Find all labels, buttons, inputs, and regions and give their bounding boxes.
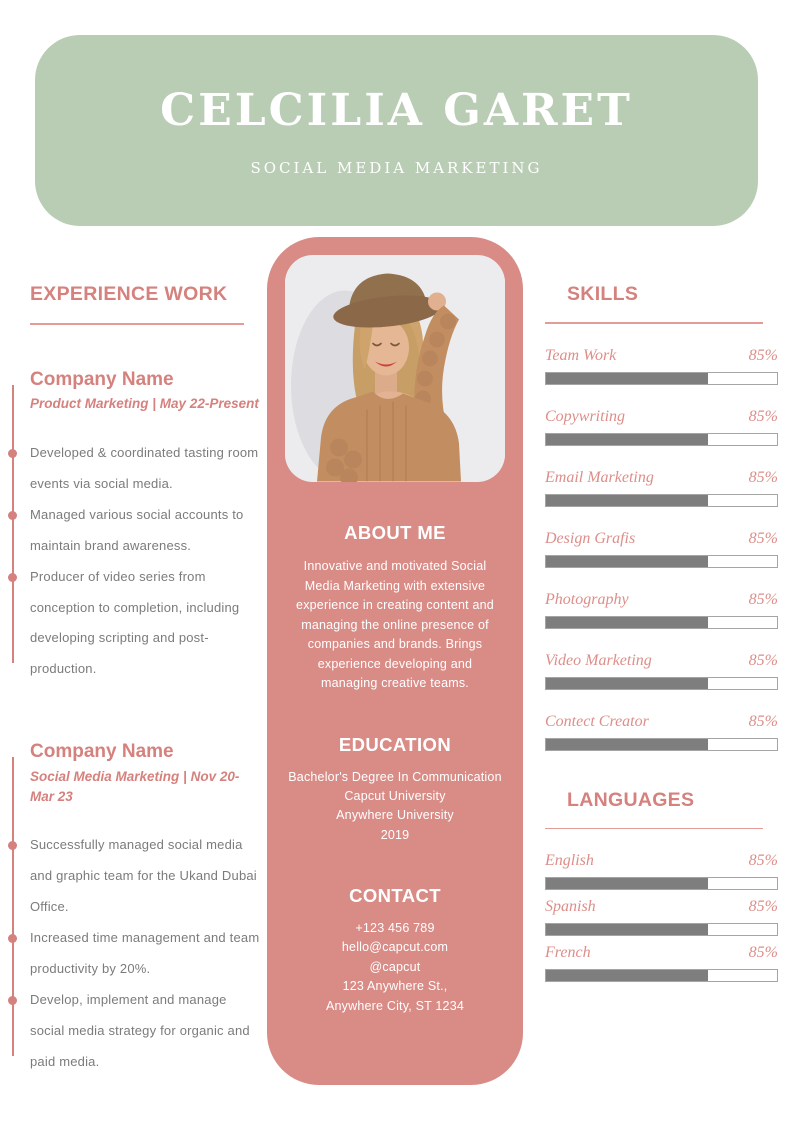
company-name: Company Name	[30, 368, 174, 390]
company-name: Company Name	[30, 741, 174, 763]
skill-percent: 85%	[748, 712, 778, 730]
experience-heading: EXPERIENCE WORK	[30, 283, 228, 305]
person-role: SOCIAL MEDIA MARKETING	[250, 158, 543, 177]
skill-percent: 85%	[748, 590, 778, 608]
skill-item: Video Marketing 85%	[545, 652, 778, 690]
language-percent: 85%	[748, 898, 778, 915]
about-heading: ABOUT ME	[344, 522, 446, 543]
skill-item: Design Grafis 85%	[545, 530, 778, 568]
language-progress-bar	[545, 969, 778, 982]
job-bullet-list: Successfully managed social media and gr…	[8, 830, 262, 1078]
job-meta: Social Media Marketing | Nov 20-Mar 23	[30, 769, 240, 804]
language-progress-fill	[546, 970, 708, 981]
skill-progress-fill	[546, 433, 708, 445]
skill-progress-bar	[545, 676, 778, 690]
skill-progress-fill	[546, 372, 708, 384]
skill-progress-fill	[546, 616, 708, 628]
skill-percent: 85%	[748, 529, 778, 547]
language-item: English 85%	[545, 852, 778, 890]
language-item: Spanish 85%	[545, 898, 778, 936]
job-bullet: Successfully managed social media and gr…	[8, 830, 262, 923]
job-bullet: Developed & coordinated tasting room eve…	[8, 438, 262, 500]
contact-phone: +123 456 789	[355, 921, 435, 935]
education-line: 2019	[380, 827, 410, 842]
job-entry: Company Name Product Marketing | May 22-…	[8, 368, 262, 686]
education-heading: EDUCATION	[338, 733, 452, 755]
skill-percent: 85%	[748, 651, 778, 669]
language-label: Spanish	[545, 898, 596, 915]
skill-label: Team Work	[545, 346, 617, 364]
contact-email: hello@capcut.com	[341, 940, 449, 955]
skill-progress-fill	[546, 494, 708, 506]
education-line: Bachelor's Degree In Communication	[288, 769, 502, 784]
contact-address-line2: Anywhere City, ST 1234	[325, 998, 465, 1013]
job-bullet: Increased time management and team produ…	[8, 923, 262, 985]
language-progress-fill	[546, 878, 708, 889]
about-text: Innovative and motivated Social Media Ma…	[296, 559, 494, 690]
skill-progress-fill	[546, 738, 708, 750]
languages-heading: LANGUAGES	[567, 788, 695, 811]
skills-heading-rule	[545, 322, 763, 324]
skills-heading: SKILLS	[567, 283, 639, 305]
skill-item: Photography 85%	[545, 591, 778, 629]
person-name: CELCILIA GARET	[160, 84, 633, 136]
skill-percent: 85%	[748, 346, 778, 364]
job-bullet: Producer of video series from conception…	[8, 562, 262, 686]
header-banner: CELCILIA GARET SOCIAL MEDIA MARKETING	[35, 35, 758, 226]
language-item: French 85%	[545, 944, 778, 982]
skill-progress-bar	[545, 554, 778, 568]
skill-label: Photography	[545, 590, 629, 608]
skill-progress-bar	[545, 432, 778, 446]
language-percent: 85%	[748, 944, 778, 961]
skill-item: Contect Creator 85%	[545, 713, 778, 751]
language-progress-bar	[545, 877, 778, 890]
skill-progress-bar	[545, 371, 778, 385]
skill-label: Email Marketing	[545, 468, 654, 486]
skills-list: Team Work 85% Copywriting 85% Email Market…	[545, 347, 778, 751]
education-line: Capcut University	[344, 788, 446, 803]
skill-progress-bar	[545, 493, 778, 507]
skill-label: Contect Creator	[545, 712, 649, 730]
contact-address-line1: 123 Anywhere St.,	[342, 979, 448, 994]
job-meta: Product Marketing | May 22-Present	[30, 396, 259, 412]
skill-label: Video Marketing	[545, 651, 652, 669]
portrait-photo	[285, 255, 505, 482]
skill-item: Team Work 85%	[545, 347, 778, 385]
education-line: Anywhere University	[336, 808, 454, 823]
profile-card: ABOUT ME Innovative and motivated Social…	[267, 237, 523, 1085]
languages-list: English 85% Spanish 85% French 85%	[545, 852, 778, 982]
skills-section: SKILLS Team Work 85% Copywriting 85% Email…	[545, 283, 778, 990]
experience-heading-rule	[30, 323, 244, 325]
languages-heading-rule	[545, 827, 763, 829]
skill-progress-bar	[545, 737, 778, 751]
skill-percent: 85%	[748, 407, 778, 425]
skill-progress-fill	[546, 555, 708, 567]
skill-label: Design Grafis	[545, 529, 636, 547]
skill-percent: 85%	[748, 468, 778, 486]
skill-progress-fill	[546, 677, 708, 689]
language-progress-bar	[545, 923, 778, 936]
skill-item: Email Marketing 85%	[545, 469, 778, 507]
job-bullet: Managed various social accounts to maint…	[8, 500, 262, 562]
language-progress-fill	[546, 924, 708, 935]
contact-heading: CONTACT	[349, 885, 441, 906]
language-label: French	[545, 944, 591, 961]
job-bullet-list: Developed & coordinated tasting room eve…	[8, 438, 262, 686]
language-label: English	[545, 852, 594, 869]
contact-handle: @capcut	[369, 959, 421, 974]
education-lines: Bachelor's Degree In Communication Capcu…	[280, 768, 510, 846]
languages-section: LANGUAGES English 85% Spanish 85% French 85…	[545, 788, 778, 982]
contact-lines: +123 456 789 hello@capcut.com @capcut 12…	[280, 919, 510, 1016]
skill-item: Copywriting 85%	[545, 408, 778, 446]
portrait-illustration	[285, 255, 505, 482]
skill-progress-bar	[545, 615, 778, 629]
language-percent: 85%	[748, 852, 778, 869]
experience-section: EXPERIENCE WORK Company Name Product Mar…	[8, 283, 262, 1078]
job-entry: Company Name Social Media Marketing | No…	[8, 741, 262, 1078]
skill-label: Copywriting	[545, 407, 626, 425]
job-bullet: Develop, implement and manage social med…	[8, 985, 262, 1078]
